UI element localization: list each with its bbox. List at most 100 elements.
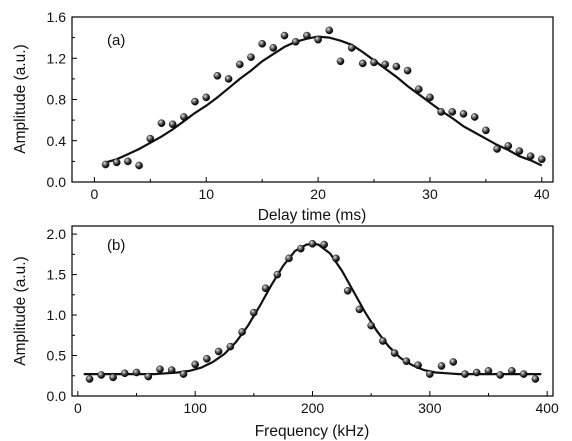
x-tick-label-b: 0 xyxy=(74,400,82,416)
x-tick-label-b: 400 xyxy=(535,400,559,416)
data-point-a xyxy=(459,110,468,118)
data-point-a xyxy=(135,161,143,170)
data-point-b xyxy=(414,361,422,370)
data-point-a xyxy=(168,120,177,129)
data-point-a xyxy=(191,97,199,106)
data-point-a xyxy=(414,85,423,93)
x-tick-label-a: 10 xyxy=(198,186,214,202)
y-tick-label-a: 0.0 xyxy=(47,174,67,190)
data-point-b xyxy=(496,371,505,379)
fit-curve-a xyxy=(105,35,543,167)
data-point-a xyxy=(437,108,445,116)
tick-group-b: 0 100 200 300 400 0.0 0.5 1.0 1.5 2.0 xyxy=(47,226,559,416)
data-point-a xyxy=(347,44,356,52)
data-point-b xyxy=(320,240,329,249)
data-point-b xyxy=(214,347,223,356)
data-point-a xyxy=(403,66,412,75)
y-tick-label-a: 0.8 xyxy=(47,92,67,108)
data-point-a xyxy=(370,58,378,67)
y-axis-title-b: Amplitude (a.u.) xyxy=(12,256,29,365)
tick-group-a: 0 10 20 30 40 0.0 0.4 0.8 1.2 1.6 xyxy=(47,9,550,202)
panel-b: 0 100 200 300 400 0.0 0.5 1.0 1.5 2.0 (b) Frequen… xyxy=(12,225,559,440)
plot-frame-b xyxy=(71,225,554,397)
data-point-b xyxy=(85,375,94,383)
data-point-a xyxy=(526,152,535,160)
y-tick-label-b: 1.5 xyxy=(47,267,67,283)
data-point-b xyxy=(296,244,305,253)
data-point-a xyxy=(538,155,546,164)
panel-a: 0 10 20 30 40 0.0 0.4 0.8 1.2 1.6 (a) Delay time … xyxy=(12,9,554,224)
data-point-b xyxy=(261,284,270,293)
data-point-a xyxy=(269,44,278,52)
data-point-a xyxy=(157,119,166,127)
data-point-a xyxy=(112,158,121,167)
data-point-a xyxy=(470,113,479,121)
fit-curve-b xyxy=(83,242,542,376)
data-point-b xyxy=(249,308,258,317)
x-axis-title-b: Frequency (kHz) xyxy=(255,423,370,440)
y-tick-label-a: 0.4 xyxy=(47,133,67,149)
x-tick-label-a: 0 xyxy=(90,186,98,202)
data-point-b xyxy=(132,368,141,377)
series-group-a xyxy=(101,26,546,170)
y-tick-label-b: 0.5 xyxy=(47,348,67,364)
data-point-b xyxy=(167,366,176,374)
panel-label-b: (b) xyxy=(107,237,125,254)
data-point-a xyxy=(124,157,132,166)
data-point-a xyxy=(381,60,390,69)
data-point-a xyxy=(280,31,289,40)
data-point-b xyxy=(343,286,352,295)
data-point-b xyxy=(484,367,493,375)
data-point-b xyxy=(425,370,434,378)
data-point-a xyxy=(493,145,501,153)
data-point-a xyxy=(247,53,255,62)
data-point-b xyxy=(238,328,246,336)
data-point-a xyxy=(146,134,155,143)
data-point-b xyxy=(273,270,282,279)
x-tick-label-a: 30 xyxy=(422,186,438,202)
x-tick-label-b: 300 xyxy=(418,400,442,416)
x-tick-label-b: 100 xyxy=(184,400,208,416)
data-point-b xyxy=(390,349,399,357)
data-point-a xyxy=(303,31,311,40)
series-group-b xyxy=(83,239,542,383)
data-point-b xyxy=(97,371,106,379)
data-point-b xyxy=(156,365,164,374)
data-point-a xyxy=(325,26,334,35)
data-point-a xyxy=(224,75,233,83)
data-point-a xyxy=(258,40,267,48)
data-point-a xyxy=(426,93,434,102)
data-point-a xyxy=(392,62,401,71)
data-point-b xyxy=(179,370,188,378)
y-tick-label-a: 1.6 xyxy=(47,9,67,25)
data-point-a xyxy=(358,59,367,68)
y-tick-label-a: 1.2 xyxy=(47,50,67,66)
data-point-b xyxy=(379,337,387,345)
data-point-b xyxy=(109,373,117,382)
plot-frame-a xyxy=(71,16,554,183)
data-point-b xyxy=(285,254,293,263)
data-point-b xyxy=(367,321,376,330)
data-point-a xyxy=(291,38,300,46)
panel-label-a: (a) xyxy=(107,32,125,49)
data-point-a xyxy=(336,57,345,66)
data-point-b xyxy=(121,369,129,378)
x-tick-label-a: 20 xyxy=(310,186,326,202)
y-axis-title-a: Amplitude (a.u.) xyxy=(12,44,29,153)
data-point-b xyxy=(531,375,540,383)
data-point-a xyxy=(504,142,513,150)
data-point-b xyxy=(191,360,199,369)
data-point-b xyxy=(519,370,528,378)
data-point-a xyxy=(180,113,188,121)
data-point-a xyxy=(448,108,457,116)
data-point-b xyxy=(461,370,469,378)
data-point-b xyxy=(226,342,235,351)
data-point-a xyxy=(515,147,524,155)
data-point-b xyxy=(144,372,153,381)
data-point-b xyxy=(508,367,516,375)
data-point-a xyxy=(202,93,210,102)
data-point-b xyxy=(437,362,446,370)
data-point-b xyxy=(472,368,481,377)
